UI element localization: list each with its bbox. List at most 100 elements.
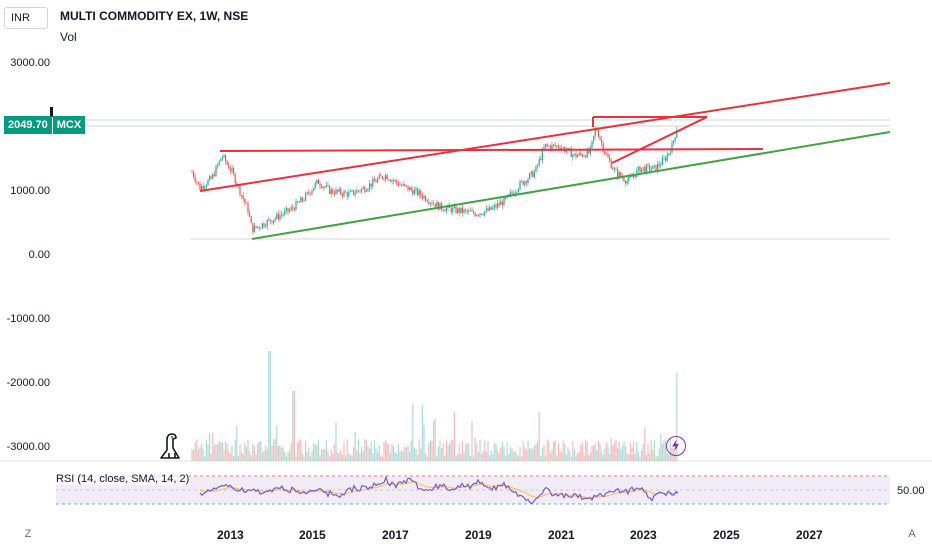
candle-body	[522, 181, 524, 185]
candle-body	[452, 207, 454, 213]
symbol-title[interactable]: MULTI COMMODITY EX, 1W, NSE	[60, 9, 249, 23]
volume-bar	[314, 443, 316, 461]
volume-bar	[442, 443, 444, 461]
candle-body	[570, 148, 572, 158]
candle-body	[485, 208, 487, 212]
volume-bar	[372, 453, 374, 461]
volume-bar	[319, 455, 321, 461]
candle-body	[333, 193, 335, 195]
volume-bar	[645, 454, 647, 461]
time-axis-label: 2013	[217, 528, 244, 542]
volume-bar	[300, 439, 302, 461]
volume-bar	[245, 446, 247, 461]
volume-bar	[281, 447, 283, 461]
candle-body	[420, 190, 422, 196]
candle-body	[629, 176, 631, 178]
candle-body	[212, 174, 214, 179]
candle-body	[346, 192, 348, 197]
candle-body	[308, 192, 310, 194]
volume-legend[interactable]: Vol	[60, 30, 77, 44]
candle-body	[335, 189, 337, 195]
volume-bar	[506, 442, 508, 461]
volume-bar	[394, 451, 396, 461]
candle-body	[580, 152, 582, 155]
volume-bar	[287, 452, 289, 461]
candle-body	[597, 130, 599, 137]
volume-bar	[201, 443, 203, 461]
candle-body	[197, 182, 199, 184]
candle-body	[450, 207, 452, 213]
volume-bar	[257, 443, 259, 461]
candle-body	[359, 190, 361, 192]
volume-bar	[316, 445, 318, 461]
volume-bar	[218, 440, 220, 461]
candle-body	[577, 155, 579, 158]
volume-bar	[657, 455, 659, 461]
candle-body	[650, 169, 652, 171]
candle-body	[263, 223, 265, 227]
volume-bar	[429, 440, 431, 461]
candle-body	[599, 136, 601, 140]
volume-bar	[561, 452, 563, 461]
volume-bar	[229, 453, 231, 461]
time-axis-label: 2027	[796, 528, 823, 542]
volume-bar	[234, 439, 236, 461]
candle-body	[377, 178, 379, 183]
rsi-legend[interactable]: RSI (14, close, SMA, 14, 2)	[56, 473, 190, 485]
volume-bar	[401, 450, 403, 461]
volume-bar	[284, 452, 286, 461]
volume-bar	[282, 446, 284, 461]
candle-body	[433, 203, 435, 205]
candle-body	[484, 211, 486, 215]
candle-body	[489, 207, 491, 211]
currency-selector[interactable]: INR	[4, 7, 48, 29]
volume-bar	[359, 452, 361, 461]
volume-bar	[617, 447, 619, 461]
volume-bar	[490, 450, 492, 461]
candle-body	[532, 171, 534, 177]
volume-bar	[655, 456, 657, 461]
candle-body	[378, 175, 380, 179]
candle-body	[601, 139, 603, 143]
volume-bar	[665, 440, 667, 461]
volume-bar	[455, 455, 457, 461]
candle-body	[351, 190, 353, 192]
time-axis-label: 2015	[299, 528, 326, 542]
volume-bar	[575, 455, 577, 461]
auto-scale-button[interactable]: A	[908, 528, 916, 540]
candle-body	[402, 183, 404, 186]
volume-bar	[434, 419, 436, 461]
candle-body	[553, 144, 555, 146]
candle-body	[613, 168, 615, 170]
volume-bar	[397, 444, 399, 461]
volume-bar	[378, 445, 380, 461]
candle-body	[370, 183, 372, 187]
flash-icon[interactable]	[666, 436, 686, 456]
volume-bar	[588, 454, 590, 461]
volume-bar	[559, 450, 561, 461]
candle-body	[540, 159, 542, 161]
zoom-reset-button[interactable]: Z	[24, 528, 32, 540]
candle-body	[495, 205, 497, 208]
candle-body	[460, 207, 462, 213]
volume-bar	[565, 454, 567, 461]
volume-bar	[335, 421, 337, 461]
volume-bar	[649, 453, 651, 461]
volume-bar	[274, 439, 276, 461]
tradingview-dino-icon	[160, 433, 180, 459]
candle-body	[517, 189, 519, 192]
volume-bar	[383, 442, 385, 461]
volume-bar	[597, 440, 599, 461]
volume-bar	[532, 449, 534, 461]
candle-body	[239, 185, 241, 195]
volume-bar	[377, 452, 379, 461]
volume-bar	[583, 455, 585, 461]
volume-bar	[637, 451, 639, 461]
volume-bar	[349, 455, 351, 461]
candle-body	[471, 210, 473, 212]
candle-body	[341, 193, 343, 196]
volume-bar	[241, 452, 243, 461]
candle-body	[530, 171, 532, 174]
candle-body	[668, 153, 670, 155]
